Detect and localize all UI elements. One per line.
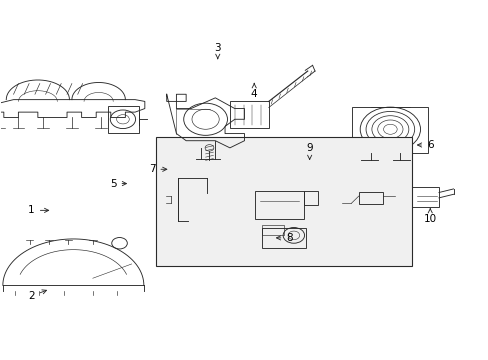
Bar xyxy=(411,187,438,207)
Text: 2: 2 xyxy=(28,290,46,301)
Text: 3: 3 xyxy=(214,43,221,59)
Text: 6: 6 xyxy=(417,140,433,150)
Text: 7: 7 xyxy=(148,164,166,174)
Text: 8: 8 xyxy=(276,233,292,243)
Text: 4: 4 xyxy=(250,84,257,99)
Bar xyxy=(108,106,138,133)
Text: 9: 9 xyxy=(305,143,312,159)
Text: 10: 10 xyxy=(423,208,436,224)
Text: 1: 1 xyxy=(28,205,48,215)
Bar xyxy=(262,228,305,248)
Bar xyxy=(358,192,382,204)
Bar xyxy=(229,102,268,128)
Bar xyxy=(254,191,303,219)
Text: 5: 5 xyxy=(110,179,126,189)
Bar xyxy=(303,191,318,205)
Bar xyxy=(156,137,411,266)
Bar xyxy=(352,107,427,153)
Bar xyxy=(262,225,284,235)
